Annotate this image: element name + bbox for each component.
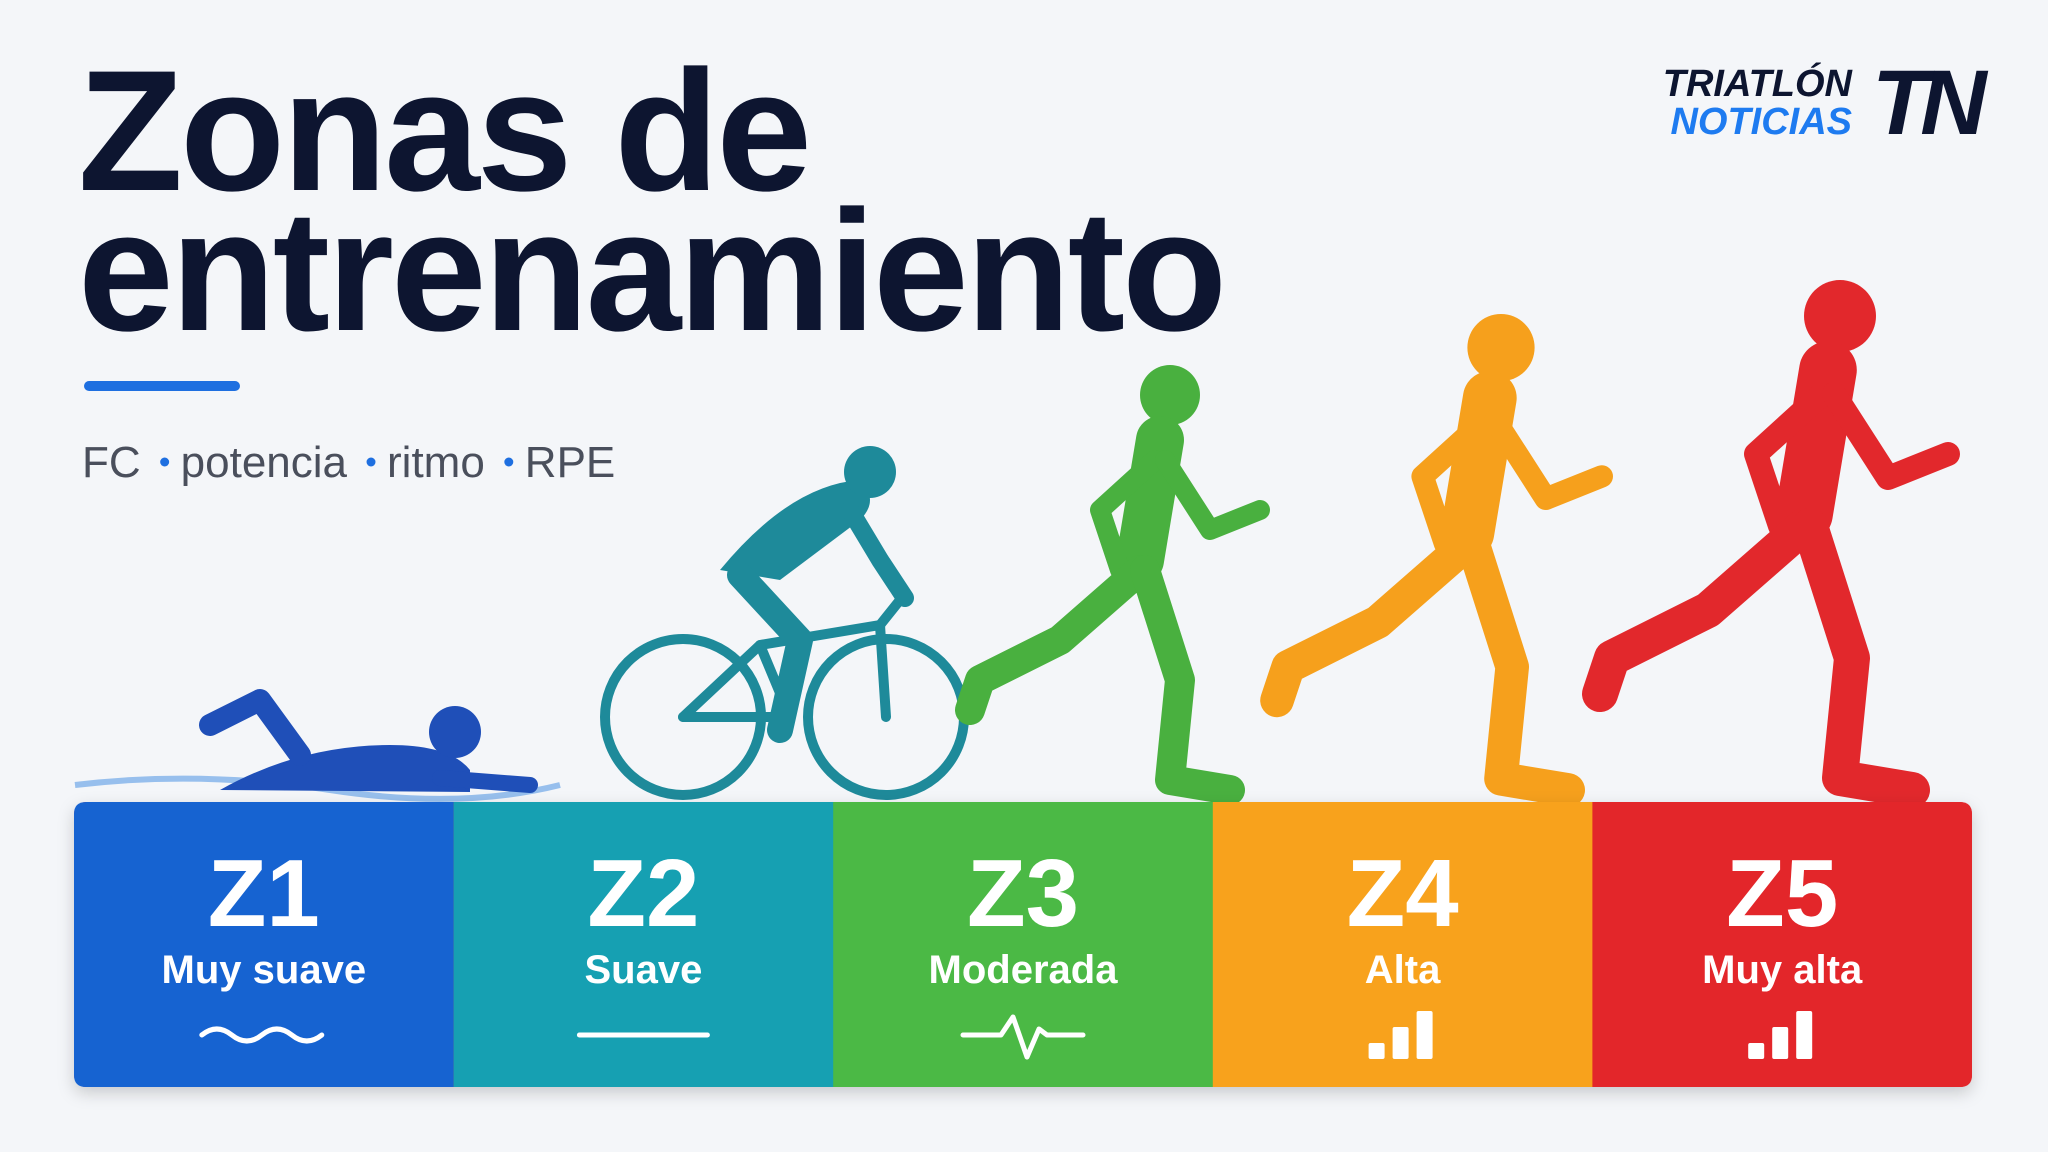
subtitle-item: RPE (525, 438, 615, 487)
zone-icon (1748, 1043, 1765, 1059)
limb (1130, 555, 1245, 805)
zone-icon (1368, 1043, 1385, 1059)
limb (1792, 508, 1930, 808)
zone-icon (199, 1026, 325, 1044)
separator-dot (366, 457, 376, 467)
zone-label: Moderada (929, 948, 1119, 992)
runner-head (1804, 280, 1876, 352)
limb (1456, 526, 1585, 807)
limb (841, 501, 914, 607)
logo-line: NOTICIAS (1670, 101, 1852, 143)
logo-mark: TN (1872, 52, 1989, 154)
cyclist-head (844, 446, 896, 498)
limb (1744, 382, 1834, 538)
cyclist-torso (720, 480, 870, 580)
title-line: entrenamiento (78, 175, 1224, 367)
zone-icon (1772, 1027, 1789, 1059)
runner-head (1467, 314, 1535, 382)
zone-icon (960, 1014, 1086, 1060)
limb (1090, 450, 1165, 580)
accent-underline (84, 381, 240, 391)
limb (1582, 508, 1822, 712)
subtitle-item: ritmo (387, 438, 485, 487)
zone-code: Z4 (1347, 840, 1459, 947)
zone-label: Muy alta (1702, 948, 1863, 992)
zone-panel (453, 802, 835, 1087)
zone-label: Alta (1365, 948, 1441, 992)
title-line: Zonas de (78, 35, 809, 227)
zone-panel (74, 802, 454, 1087)
zone-label: Suave (584, 948, 702, 992)
zone-icon (1392, 1027, 1409, 1059)
limb (1411, 409, 1496, 555)
limb (1484, 409, 1614, 510)
zone-label: Muy suave (162, 948, 367, 992)
zone-code: Z1 (208, 840, 320, 947)
runner-head (1140, 365, 1200, 425)
logo: TRIATLÓN NOTICIAS TN (1663, 52, 1997, 154)
limb (875, 595, 905, 630)
subtitle: FC potencia ritmo RPE (82, 438, 615, 487)
logo-line: TRIATLÓN (1663, 61, 1854, 105)
zone-panel (1592, 802, 1972, 1087)
zone-code: Z2 (587, 840, 699, 947)
separator-dot (160, 457, 170, 467)
limb (678, 620, 891, 722)
subtitle-item: potencia (181, 438, 348, 487)
zone-panel (1212, 802, 1594, 1087)
limb (1260, 526, 1485, 718)
zone-icon (1416, 1011, 1433, 1059)
swimmer-body (220, 745, 470, 792)
zone-icon (1796, 1011, 1813, 1059)
limb (1822, 382, 1960, 490)
swimmer-head (429, 706, 481, 758)
limb (955, 555, 1155, 725)
athlete-silhouettes (74, 280, 1960, 808)
zone-code: Z5 (1726, 840, 1838, 947)
limb (727, 562, 813, 743)
zone-panel (833, 802, 1214, 1087)
limb (1155, 450, 1270, 540)
limb (432, 770, 538, 793)
zone-code: Z3 (967, 840, 1079, 947)
subtitle-item: FC (82, 438, 141, 487)
limb (199, 689, 311, 766)
separator-dot (504, 457, 514, 467)
